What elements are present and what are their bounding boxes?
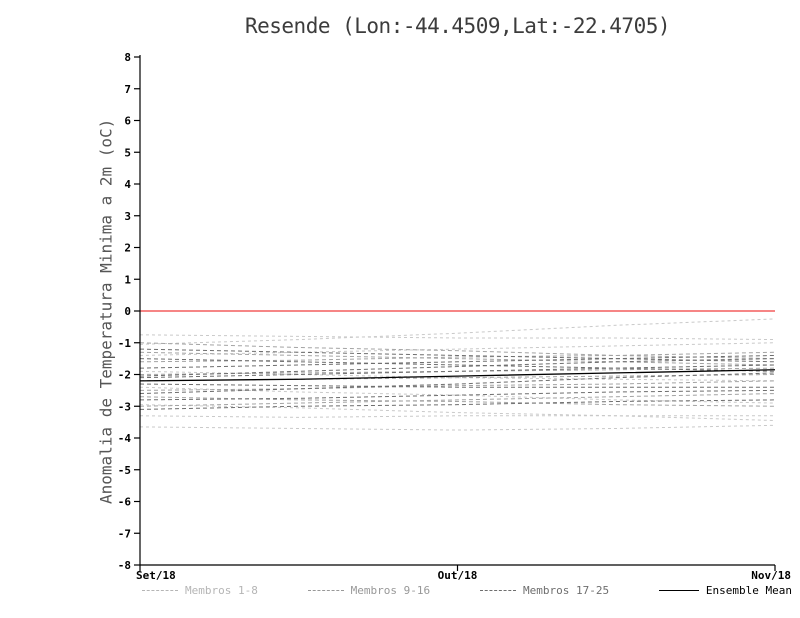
legend-label: Membros 1-8 bbox=[185, 584, 258, 597]
svg-text:-2: -2 bbox=[118, 369, 131, 382]
svg-text:-5: -5 bbox=[118, 464, 131, 477]
svg-text:Out/18: Out/18 bbox=[438, 569, 478, 582]
legend-label: Membros 17-25 bbox=[522, 584, 610, 597]
svg-text:-1: -1 bbox=[118, 337, 132, 350]
legend: Membros 1-8 Membros 9-16 Membros 17-25 E… bbox=[142, 584, 792, 597]
legend-item-membros-9-16: Membros 9-16 bbox=[307, 584, 431, 597]
svg-text:2: 2 bbox=[124, 242, 131, 255]
svg-text:5: 5 bbox=[124, 146, 131, 159]
legend-label: Ensemble Mean bbox=[705, 584, 792, 597]
svg-text:-7: -7 bbox=[118, 527, 131, 540]
legend-item-membros-1-8: Membros 1-8 bbox=[142, 584, 258, 597]
dashed-line-sample-icon bbox=[142, 590, 178, 591]
svg-text:-8: -8 bbox=[118, 559, 131, 572]
solid-line-sample-icon bbox=[658, 590, 699, 591]
svg-text:Nov/18: Nov/18 bbox=[751, 569, 791, 582]
legend-item-membros-17-25: Membros 17-25 bbox=[479, 584, 610, 597]
svg-text:6: 6 bbox=[124, 115, 131, 128]
svg-text:7: 7 bbox=[124, 83, 131, 96]
svg-text:-3: -3 bbox=[118, 400, 131, 413]
legend-label: Membros 9-16 bbox=[350, 584, 431, 597]
svg-text:1: 1 bbox=[124, 273, 131, 286]
svg-text:4: 4 bbox=[124, 178, 131, 191]
svg-text:3: 3 bbox=[124, 210, 131, 223]
svg-text:8: 8 bbox=[124, 51, 131, 64]
dashed-line-sample-icon bbox=[479, 590, 516, 591]
chart-title: Resende (Lon:-44.4509,Lat:-22.4705) bbox=[244, 14, 671, 38]
svg-text:Set/18: Set/18 bbox=[136, 569, 176, 582]
svg-text:-4: -4 bbox=[118, 432, 132, 445]
svg-text:-6: -6 bbox=[118, 496, 132, 509]
svg-text:0: 0 bbox=[124, 305, 131, 318]
dashed-line-sample-icon bbox=[307, 590, 344, 591]
legend-item-ensemble-mean: Ensemble Mean bbox=[658, 584, 792, 597]
